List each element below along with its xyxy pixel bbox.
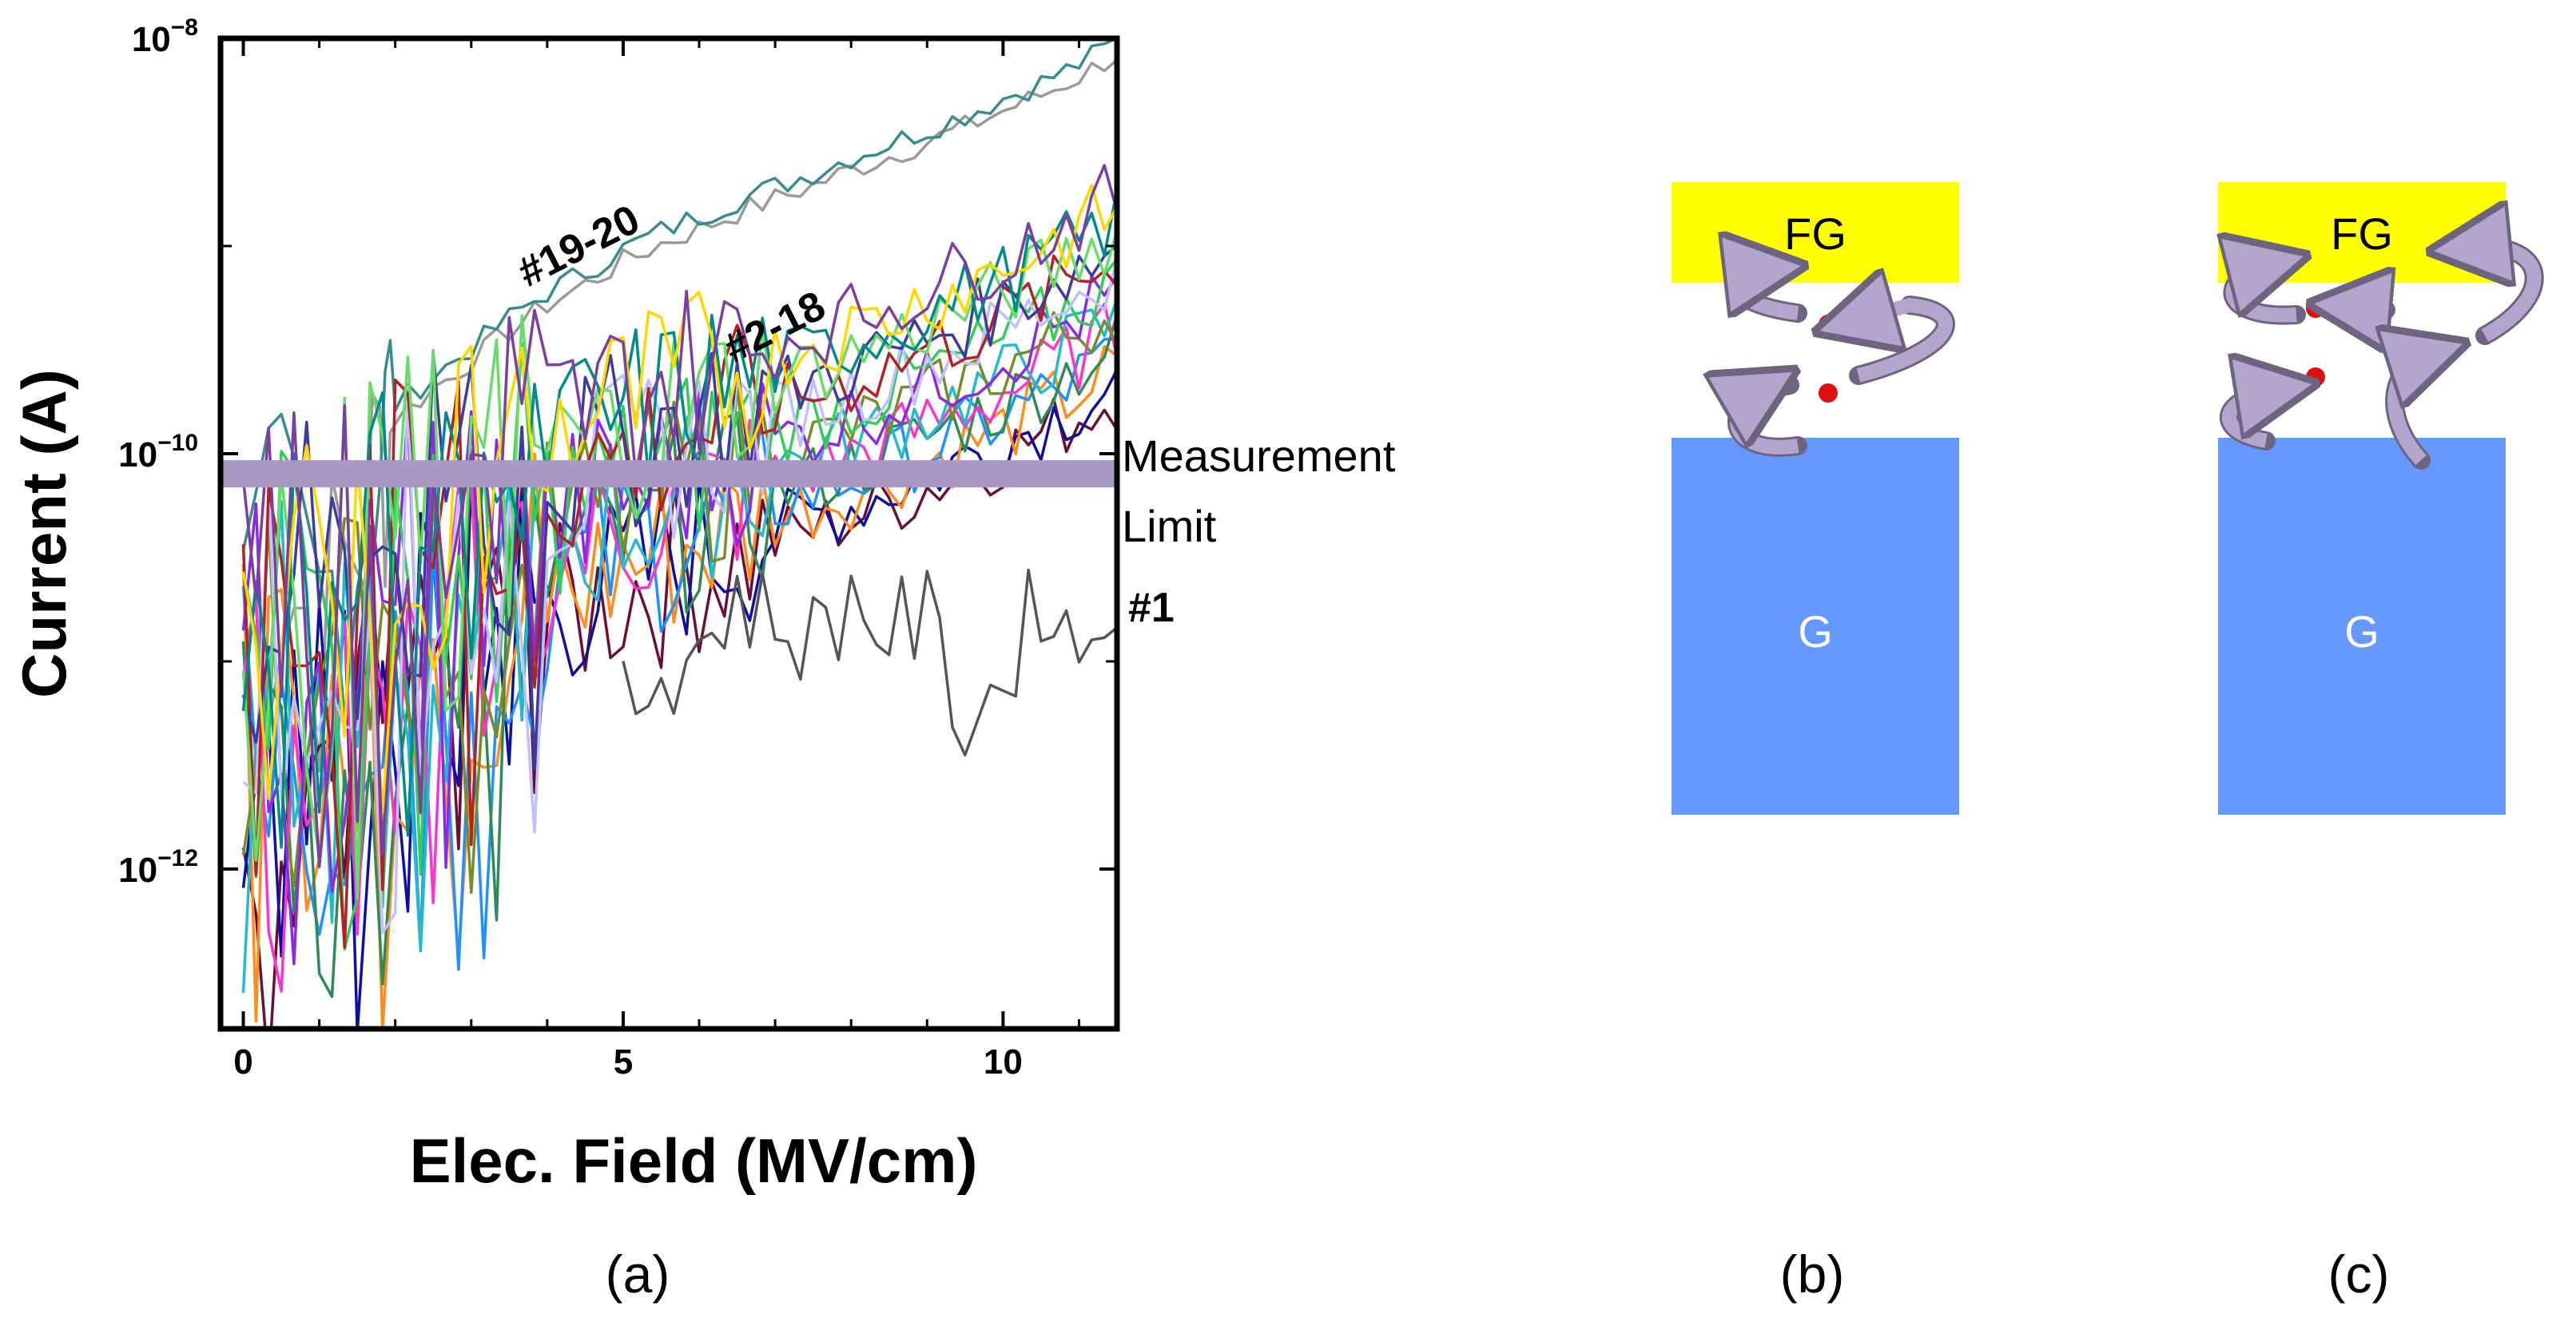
hopping-arrow: [1735, 270, 1798, 320]
gate-label: G: [2344, 606, 2379, 657]
panel-c-label: (c): [2328, 1245, 2390, 1304]
current-vs-field-chart: 0 5 10 10−12 10−10 10−8 Current (A) Elec. Fie…: [9, 14, 1396, 1304]
hopping-arrow: [2395, 355, 2429, 465]
annotation-19-20: #19-20: [511, 197, 647, 296]
series-line-2-18: [241, 314, 1117, 998]
floating-gate-label: FG: [2331, 208, 2393, 259]
hopping-arrow: [2232, 265, 2296, 323]
hopping-arrow: [2469, 247, 2542, 342]
panel-a-label: (a): [606, 1245, 670, 1304]
trapped-charge: [1819, 315, 1838, 334]
measurement-limit-label-line1: Measurement: [1122, 431, 1396, 481]
plot-frame: [217, 35, 1120, 1032]
trapped-charge: [2306, 367, 2325, 387]
series-line-19-20: [241, 58, 1117, 773]
y-axis-label: Current (A): [9, 369, 79, 698]
y-tick-label: 10−12: [118, 845, 198, 890]
measurement-limit-band: [221, 460, 1117, 488]
hopping-arrow: [2222, 390, 2277, 448]
x-axis-label: Elec. Field (MV/cm): [410, 1126, 978, 1196]
ticks-layer: 0 5 10 10−12 10−10 10−8: [118, 14, 1117, 1082]
hopping-arrow: [1737, 390, 1798, 455]
hopping-arrow: [1854, 305, 1953, 383]
gate-block: [1672, 438, 1959, 815]
panel-b-label: (b): [1780, 1245, 1845, 1304]
y-tick-label: 10−10: [118, 430, 198, 474]
series-line-1: [622, 568, 1117, 756]
series-line-2-18: [241, 184, 1117, 814]
x-tick-label: 0: [233, 1042, 252, 1082]
series-layer: [241, 38, 1117, 1029]
gate-block: [2218, 438, 2506, 815]
floating-gate-label: FG: [1784, 208, 1847, 259]
trapped-charge: [1819, 383, 1838, 403]
diagram-c: FG G (c): [2218, 182, 2544, 1304]
y-tick-label: 10−8: [132, 14, 198, 59]
trapped-charge: [2306, 299, 2325, 318]
series-line-2-18: [242, 257, 1117, 935]
measurement-limit-label-line2: Limit: [1122, 501, 1217, 551]
diagram-b: FG G (b): [1672, 182, 1959, 1304]
hopping-arrow: [2349, 307, 2386, 310]
x-tick-label: 5: [614, 1042, 633, 1082]
series-line-2-18: [241, 164, 1117, 868]
annotation-1: #1: [1128, 585, 1175, 631]
x-tick-label: 10: [984, 1042, 1023, 1082]
trapped-charge: [2445, 335, 2464, 355]
gate-label: G: [1798, 606, 1833, 657]
